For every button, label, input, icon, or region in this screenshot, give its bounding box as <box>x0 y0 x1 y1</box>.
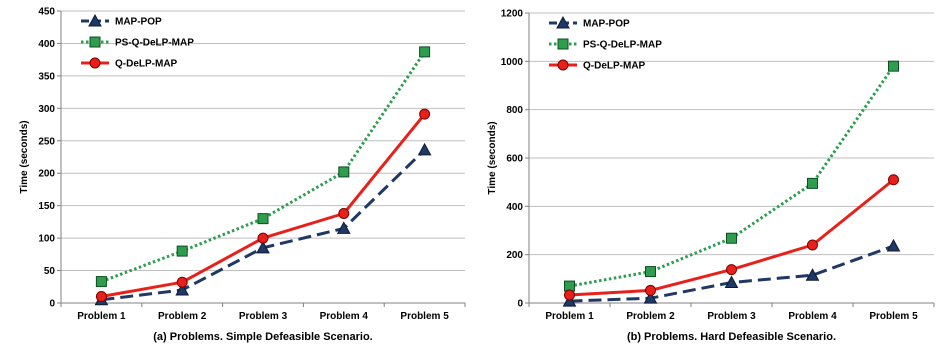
data-point-map-pop <box>417 142 432 156</box>
x-tick-label: Problem 3 <box>707 311 756 322</box>
data-point-q-delp-map <box>645 284 656 296</box>
y-tick-label: 150 <box>38 201 55 212</box>
y-tick-label: 300 <box>38 104 55 115</box>
data-point-q-delp-map <box>564 289 575 301</box>
data-point-q-delp-map <box>176 276 188 288</box>
data-point-map-pop <box>724 275 739 288</box>
data-point-ps-q-delp-map <box>95 276 107 288</box>
y-tick-label: 800 <box>506 105 523 116</box>
series-line-ps-q-delp-map <box>569 65 895 288</box>
legend-marker <box>557 38 569 50</box>
data-point-q-delp-map <box>338 207 350 219</box>
series-line-ps-q-delp-map <box>100 51 426 284</box>
y-tick-label: 1200 <box>501 9 524 20</box>
x-tick-label: Problem 1 <box>77 311 126 322</box>
data-point-q-delp-map <box>95 291 107 303</box>
y-tick-label: 250 <box>38 136 55 147</box>
legend-label: MAP-POP <box>115 17 162 28</box>
data-point-map-pop <box>643 291 658 304</box>
x-tick-label: Problem 2 <box>626 311 675 322</box>
y-tick-label: 400 <box>38 39 55 50</box>
legend-label: Q-DeLP-MAP <box>115 59 178 70</box>
chart-caption: (a) Problems. Simple Defeasible Scenario… <box>153 331 372 343</box>
data-point-ps-q-delp-map <box>807 177 818 189</box>
x-tick-label: Problem 4 <box>788 311 837 322</box>
data-point-ps-q-delp-map <box>257 213 269 225</box>
chart-caption: (b) Problems. Hard Defeasible Scenario. <box>627 331 836 343</box>
legend-label: Q-DeLP-MAP <box>583 61 646 72</box>
data-point-ps-q-delp-map <box>419 46 431 58</box>
data-point-ps-q-delp-map <box>645 266 656 278</box>
chart-simple-scenario: 0 50 100 150 200 250 300 350 400 450 Problem 1 Prob… <box>19 7 466 343</box>
data-point-q-delp-map <box>257 232 269 244</box>
legend-marker <box>88 13 102 27</box>
data-point-map-pop <box>256 240 270 254</box>
y-tick-label: 100 <box>38 234 55 245</box>
x-tick-label: Problem 1 <box>545 311 594 322</box>
legend-label: MAP-POP <box>583 19 630 30</box>
data-point-q-delp-map <box>419 108 431 120</box>
legend-label: PS-Q-DeLP-MAP <box>583 40 662 51</box>
data-point-q-delp-map <box>726 264 737 276</box>
y-axis-title: Time (seconds) <box>19 120 30 193</box>
y-axis-title: Time (seconds) <box>487 121 498 194</box>
y-tick-label: 0 <box>517 299 523 310</box>
legend-marker <box>89 36 101 48</box>
y-tick-label: 1000 <box>501 57 524 68</box>
data-point-q-delp-map <box>888 174 899 186</box>
data-point-map-pop <box>886 238 901 252</box>
data-point-map-pop <box>562 294 577 307</box>
data-point-ps-q-delp-map <box>176 245 188 257</box>
data-point-ps-q-delp-map <box>888 60 899 72</box>
x-tick-label: Problem 2 <box>158 311 207 322</box>
data-point-ps-q-delp-map <box>338 166 350 178</box>
y-tick-label: 0 <box>49 299 55 310</box>
data-point-ps-q-delp-map <box>726 232 737 244</box>
y-tick-label: 450 <box>38 7 55 18</box>
y-tick-label: 350 <box>38 71 55 82</box>
data-point-map-pop <box>336 221 351 234</box>
y-tick-label: 200 <box>506 250 523 261</box>
x-tick-label: Problem 5 <box>400 311 449 322</box>
x-tick-label: Problem 4 <box>320 311 369 322</box>
legend-marker <box>557 59 569 71</box>
legend-marker <box>89 57 101 69</box>
legend-label: PS-Q-DeLP-MAP <box>115 38 194 49</box>
chart-hard-scenario: 0 200 400 600 800 1000 1200 Problem 1 Problem 2 P… <box>487 9 935 343</box>
data-point-map-pop <box>175 282 190 296</box>
x-tick-label: Problem 5 <box>869 311 918 322</box>
y-tick-label: 400 <box>506 202 523 213</box>
y-tick-label: 50 <box>44 266 56 277</box>
data-point-map-pop <box>805 268 820 281</box>
data-point-q-delp-map <box>807 239 818 251</box>
x-tick-label: Problem 3 <box>239 311 288 322</box>
legend-marker <box>556 15 570 29</box>
y-tick-label: 600 <box>506 154 523 165</box>
y-tick-label: 200 <box>38 169 55 180</box>
